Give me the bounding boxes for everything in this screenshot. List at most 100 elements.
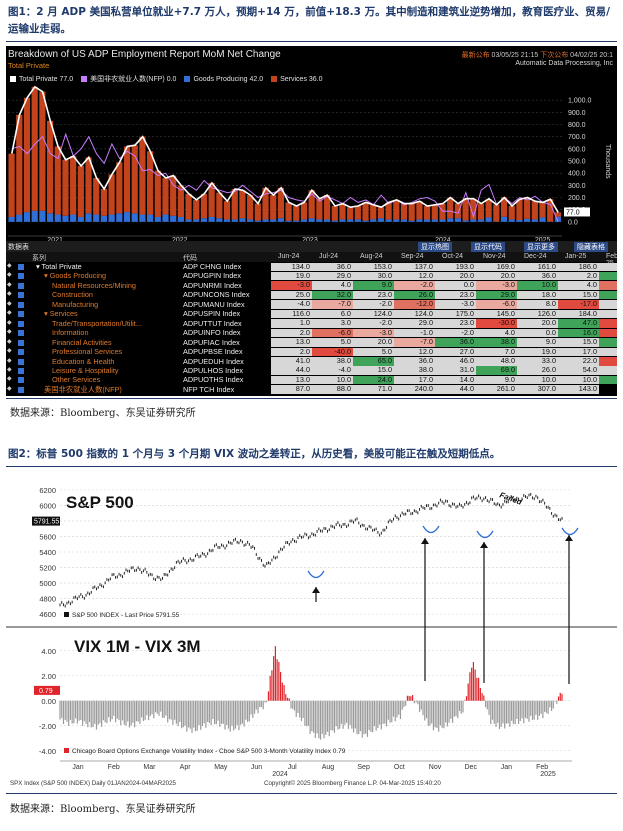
table-cell: 23.0: [435, 290, 476, 300]
table-row[interactable]: ◆ Information ADPUINFO Index 2.0 -6.0 -3.0 -1.…: [6, 328, 617, 338]
goods-bar: [470, 219, 477, 222]
services-bar: [354, 206, 361, 220]
table-row[interactable]: ◆ ▾ Total Private ADP CHNG Index 134.0 36.0 1…: [6, 262, 617, 271]
legend-swatch: [81, 76, 88, 82]
table-row[interactable]: ◆ ▾ Services ADPUSPIN Index 116.0 6.0 124.0 12…: [6, 309, 617, 319]
series-code: ADP CHNG Index: [183, 262, 242, 271]
row-drag-icon[interactable]: ◆: [7, 281, 12, 288]
arrow-head: [312, 587, 320, 593]
row-drag-icon[interactable]: ◆: [7, 338, 12, 345]
row-drag-icon[interactable]: ◆: [7, 300, 12, 307]
row-drag-icon[interactable]: ◆: [7, 263, 12, 269]
figure2-source: 数据来源：Bloomberg、东吴证券研究所: [10, 804, 196, 815]
table-row[interactable]: ◆ Construction ADPUNCONS Index 25.0 32.0 23.0…: [6, 290, 617, 300]
series-code: ADPUMANU Index: [183, 299, 245, 309]
table-cell: 46.0: [435, 357, 476, 366]
table-cell: -6.0: [476, 300, 517, 309]
series-name: Other Services: [52, 375, 101, 385]
row-drag-icon[interactable]: ◆: [7, 357, 12, 364]
row-drag-icon[interactable]: ◆: [7, 319, 12, 326]
toggle-codes-button[interactable]: 显示代码: [471, 242, 505, 252]
table-cell: 13.0: [271, 375, 312, 385]
row-checkbox[interactable]: [18, 311, 24, 318]
caption2-rule: [6, 466, 617, 467]
table-cell: -3.0: [435, 300, 476, 309]
toggle-heatmap-button[interactable]: 显示热图: [418, 242, 452, 252]
services-bar: [8, 153, 15, 217]
services-bar: [293, 206, 300, 221]
table-cell: 184.0: [558, 309, 599, 319]
table-cell: 307.0: [517, 385, 558, 394]
goods-bar: [185, 219, 192, 222]
row-checkbox[interactable]: [18, 358, 24, 365]
services-bar: [39, 91, 46, 211]
table-cell: 116.0: [271, 309, 312, 319]
caption1-rule: [6, 41, 617, 42]
hide-table-button[interactable]: 隐藏表格: [574, 242, 608, 252]
table-cell: 1.0: [271, 319, 312, 328]
table-row[interactable]: ◆ Leisure & Hospitality ADPULHOS Index 44.0…: [6, 366, 617, 375]
services-bar: [500, 197, 508, 217]
services-bar: [108, 174, 115, 215]
goods-bar: [424, 219, 431, 222]
table-row[interactable]: ◆ Professional Services ADPUPBSE Index 2.0-…: [6, 347, 617, 357]
series-name: Information: [52, 328, 89, 338]
table-cell: 4.0: [558, 281, 599, 290]
month-header: Sep-24: [401, 253, 424, 260]
y-tick-label: 5200: [39, 564, 56, 573]
table-row[interactable]: ◆ Education & Health ADPUEDUH Index 41.0 38.…: [6, 357, 617, 366]
vix-title: VIX 1M - VIX 3M: [74, 637, 201, 656]
table-row[interactable]: ◆ Other Services ADPUOTHS Index 13.0 10.0 24.…: [6, 375, 617, 385]
row-checkbox[interactable]: [18, 377, 24, 384]
services-bar: [46, 120, 54, 214]
services-bar: [239, 190, 246, 219]
table-row[interactable]: ◆ Natural Resources/Mining ADPUNRMI Index -…: [6, 281, 617, 290]
table-cell: -2.0: [353, 300, 394, 309]
row-drag-icon[interactable]: ◆: [7, 310, 12, 317]
services-bar: [531, 201, 538, 220]
row-drag-icon[interactable]: ◆: [7, 366, 12, 373]
row-drag-icon[interactable]: ◆: [7, 385, 12, 392]
row-checkbox[interactable]: [18, 349, 24, 356]
table-cell: 77.0: [599, 262, 617, 271]
y-tick-label: 4600: [39, 610, 56, 619]
table-row[interactable]: ◆ Financial Activities ADPUFIAC Index 13.0 5…: [6, 338, 617, 347]
series-code: ADPUINFO Index: [183, 328, 241, 338]
row-checkbox[interactable]: [18, 273, 24, 280]
services-bar: [470, 198, 477, 220]
table-cell: 69.0: [476, 366, 517, 375]
arrow-head: [421, 538, 429, 544]
x-tick-label: Jan: [72, 764, 83, 771]
row-checkbox[interactable]: [18, 320, 24, 327]
row-checkbox[interactable]: [18, 301, 24, 308]
row-drag-icon[interactable]: ◆: [7, 329, 12, 336]
row-drag-icon[interactable]: ◆: [7, 272, 12, 279]
table-row[interactable]: ◆ ▾ Goods Producing ADPUGPIN Index 19.0 29.0…: [6, 271, 617, 281]
row-checkbox[interactable]: [18, 339, 24, 346]
table-cell: 87.0: [271, 385, 312, 394]
goods-bar: [54, 214, 61, 222]
month-header: Jul-24: [319, 253, 339, 260]
goods-bar: [447, 218, 454, 222]
row-checkbox[interactable]: [18, 386, 24, 393]
table-cell: -2.0: [599, 281, 617, 290]
table-row[interactable]: ◆ Manufacturing ADPUMANU Index -4.0 -7.0 -2.0…: [6, 300, 617, 309]
table-cell: 27.0: [599, 347, 617, 357]
row-checkbox[interactable]: [18, 330, 24, 337]
show-more-button[interactable]: 显示更多: [524, 242, 558, 252]
table-row[interactable]: ◆ 美国非农就业人数(NFP) NFP TCH Index 87.0 88.0 71.0 2…: [6, 385, 617, 394]
row-drag-icon[interactable]: ◆: [7, 376, 12, 383]
table-row[interactable]: ◆ Trade/Transportation/Utilit... ADPUTTUT …: [6, 319, 617, 328]
table-cell: 143.0: [558, 385, 599, 394]
row-checkbox[interactable]: [18, 282, 24, 289]
row-checkbox[interactable]: [18, 367, 24, 374]
row-checkbox[interactable]: [18, 264, 24, 270]
row-drag-icon[interactable]: ◆: [7, 348, 12, 355]
services-bar: [231, 188, 238, 220]
table-cell: 19.0: [271, 271, 312, 281]
row-checkbox[interactable]: [18, 292, 24, 299]
services-bar: [524, 197, 531, 219]
table-cell: 29.0: [476, 290, 517, 300]
x-tick-label: Jan: [501, 764, 512, 771]
row-drag-icon[interactable]: ◆: [7, 291, 12, 298]
